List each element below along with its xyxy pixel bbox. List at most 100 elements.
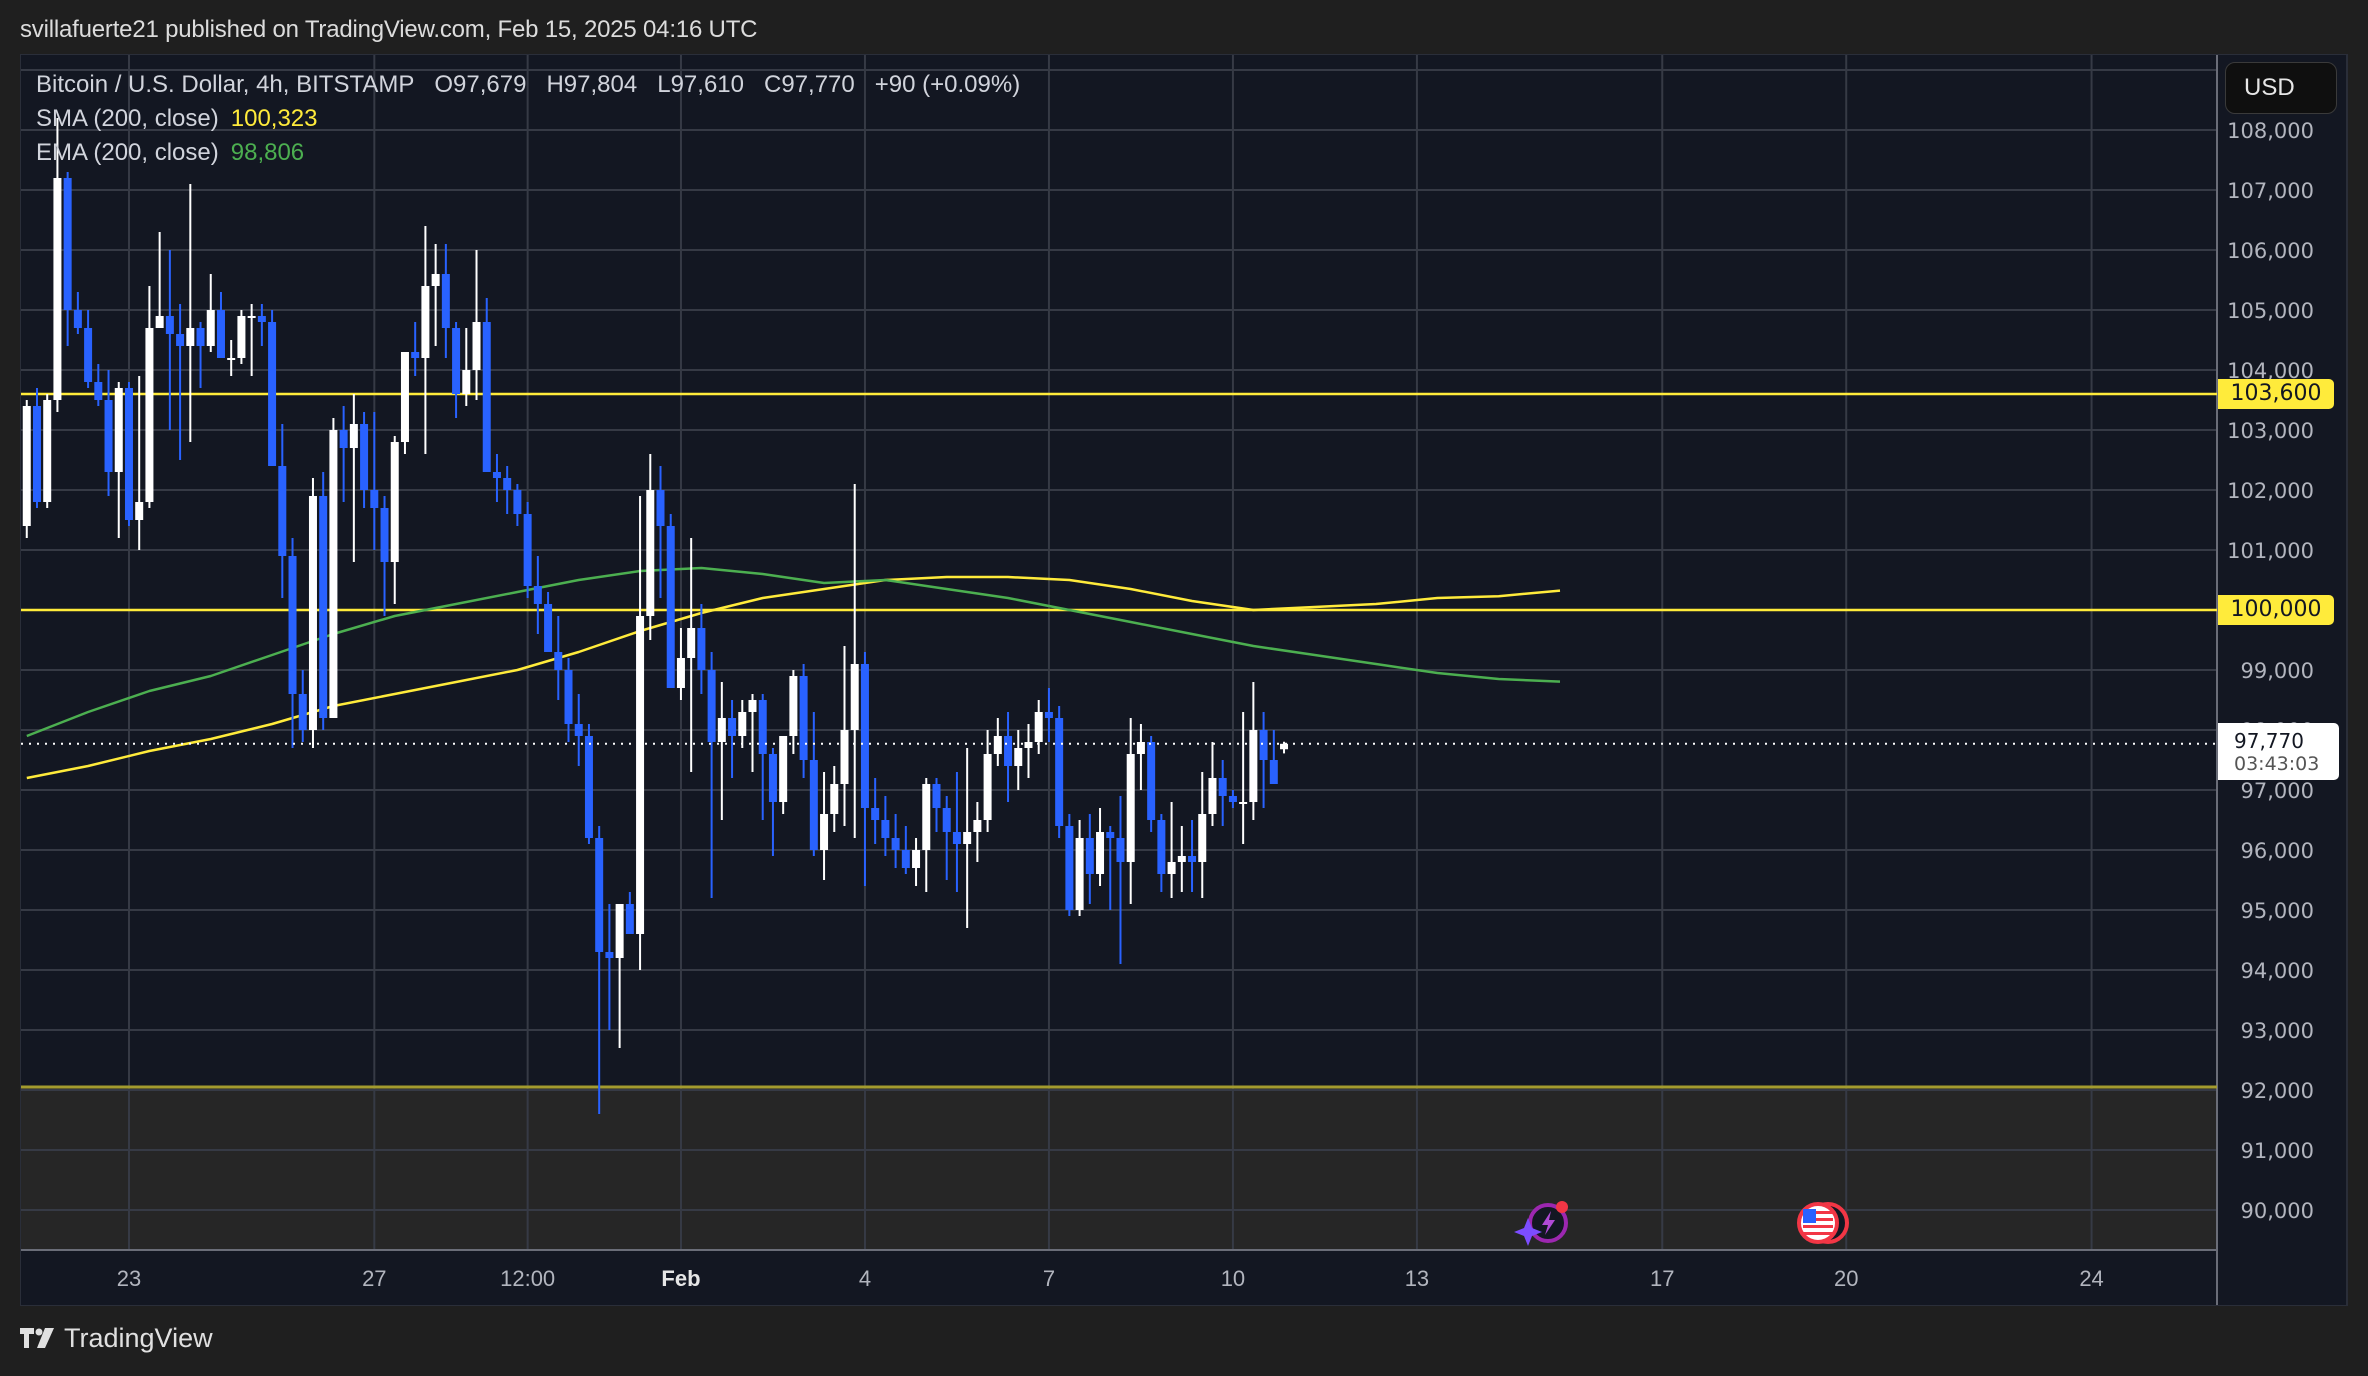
candle-body[interactable] [513,490,522,514]
candle-body[interactable] [43,400,52,502]
candle-body[interactable] [595,838,604,952]
candle-body[interactable] [523,514,532,586]
candle-body[interactable] [349,424,358,448]
candle-body[interactable] [482,322,491,472]
candle-body[interactable] [676,658,685,688]
candle-body[interactable] [1136,742,1145,754]
candle-body[interactable] [339,430,348,448]
candle-body[interactable] [452,328,461,394]
candle-body[interactable] [104,400,113,472]
candle-body[interactable] [779,736,788,802]
candle-body[interactable] [1065,826,1074,910]
candle-body[interactable] [390,442,399,562]
candle-body[interactable] [891,838,900,850]
candle-body[interactable] [472,322,481,370]
candle-body[interactable] [1198,814,1207,862]
candle-body[interactable] [1126,754,1135,862]
candle-body[interactable] [400,352,409,442]
candle-body[interactable] [1228,796,1237,802]
legend-sma-row[interactable]: SMA (200, close) 100,323 [36,102,1020,136]
candle-body[interactable] [145,328,154,502]
candle-body[interactable] [308,496,317,730]
candle-body[interactable] [533,586,542,604]
candle-body[interactable] [932,784,941,808]
candle-body[interactable] [492,472,501,478]
candle-body[interactable] [584,736,593,838]
candle-body[interactable] [1249,730,1258,802]
candle-body[interactable] [656,490,665,526]
candle-body[interactable] [901,850,910,868]
symbol-title[interactable]: Bitcoin / U.S. Dollar, 4h, BITSTAMP [36,71,415,98]
candle-body[interactable] [1096,832,1105,874]
candle-body[interactable] [1055,718,1064,826]
candle-body[interactable] [247,316,256,318]
candle-body[interactable] [216,310,225,358]
candle-body[interactable] [268,322,277,466]
candle-body[interactable] [421,286,430,358]
candle-body[interactable] [544,604,553,652]
candle-body[interactable] [646,490,655,616]
candle-body[interactable] [176,334,185,346]
candle-body[interactable] [1085,838,1094,874]
candle-body[interactable] [1044,712,1053,718]
candle-body[interactable] [942,808,951,832]
candle-body[interactable] [1157,820,1166,874]
candle-body[interactable] [84,328,93,382]
candle-body[interactable] [574,724,583,736]
candle-body[interactable] [860,664,869,808]
candle-body[interactable] [298,694,307,730]
candle-body[interactable] [993,736,1002,754]
candle-body[interactable] [922,784,931,850]
candle-body[interactable] [1218,778,1227,796]
candle-body[interactable] [973,820,982,832]
candle-body[interactable] [748,700,757,712]
candle-body[interactable] [32,406,41,502]
candle-body[interactable] [1004,736,1013,766]
candle-body[interactable] [319,496,328,718]
candle-body[interactable] [431,274,440,286]
candle-body[interactable] [73,310,82,328]
candle-body[interactable] [1177,856,1186,862]
candle-body[interactable] [1075,838,1084,910]
candle-body[interactable] [53,178,62,400]
candle-body[interactable] [554,652,563,670]
candle-body[interactable] [871,808,880,820]
candle-body[interactable] [462,370,471,394]
candle-body[interactable] [687,628,696,658]
candle-body[interactable] [155,316,164,328]
candle-body[interactable] [441,274,450,328]
candle-body[interactable] [503,478,512,490]
candle-body[interactable] [717,718,726,742]
candle-body[interactable] [983,754,992,820]
candle-body[interactable] [411,352,420,358]
candle-body[interactable] [738,712,747,736]
candle-body[interactable] [768,754,777,802]
candle-body[interactable] [370,490,379,508]
candle-body[interactable] [799,676,808,760]
candle-body[interactable] [380,508,389,562]
price-axis[interactable] [2217,55,2347,1305]
candle-body[interactable] [63,178,72,310]
tradingview-logo[interactable]: TradingView [20,1323,213,1354]
candle-body[interactable] [1014,748,1023,766]
candle-body[interactable] [1034,712,1043,742]
candle-body[interactable] [288,556,297,694]
candle-body[interactable] [707,670,716,742]
candle-body[interactable] [789,676,798,736]
candle-body[interactable] [114,388,123,472]
legend-ema-row[interactable]: EMA (200, close) 98,806 [36,136,1020,170]
candle-body[interactable] [186,328,195,346]
candle-body[interactable] [278,466,287,556]
candle-body[interactable] [605,952,614,958]
time-axis[interactable] [21,1250,2217,1305]
candle-body[interactable] [728,718,737,736]
candle-body[interactable] [830,784,839,814]
currency-button[interactable]: USD [2225,62,2337,114]
candle-body[interactable] [881,820,890,838]
candle-body[interactable] [237,316,246,358]
candle-body[interactable] [666,526,675,688]
candle-body[interactable] [94,382,103,400]
candle-body[interactable] [820,814,829,850]
candle-body[interactable] [1188,856,1197,862]
